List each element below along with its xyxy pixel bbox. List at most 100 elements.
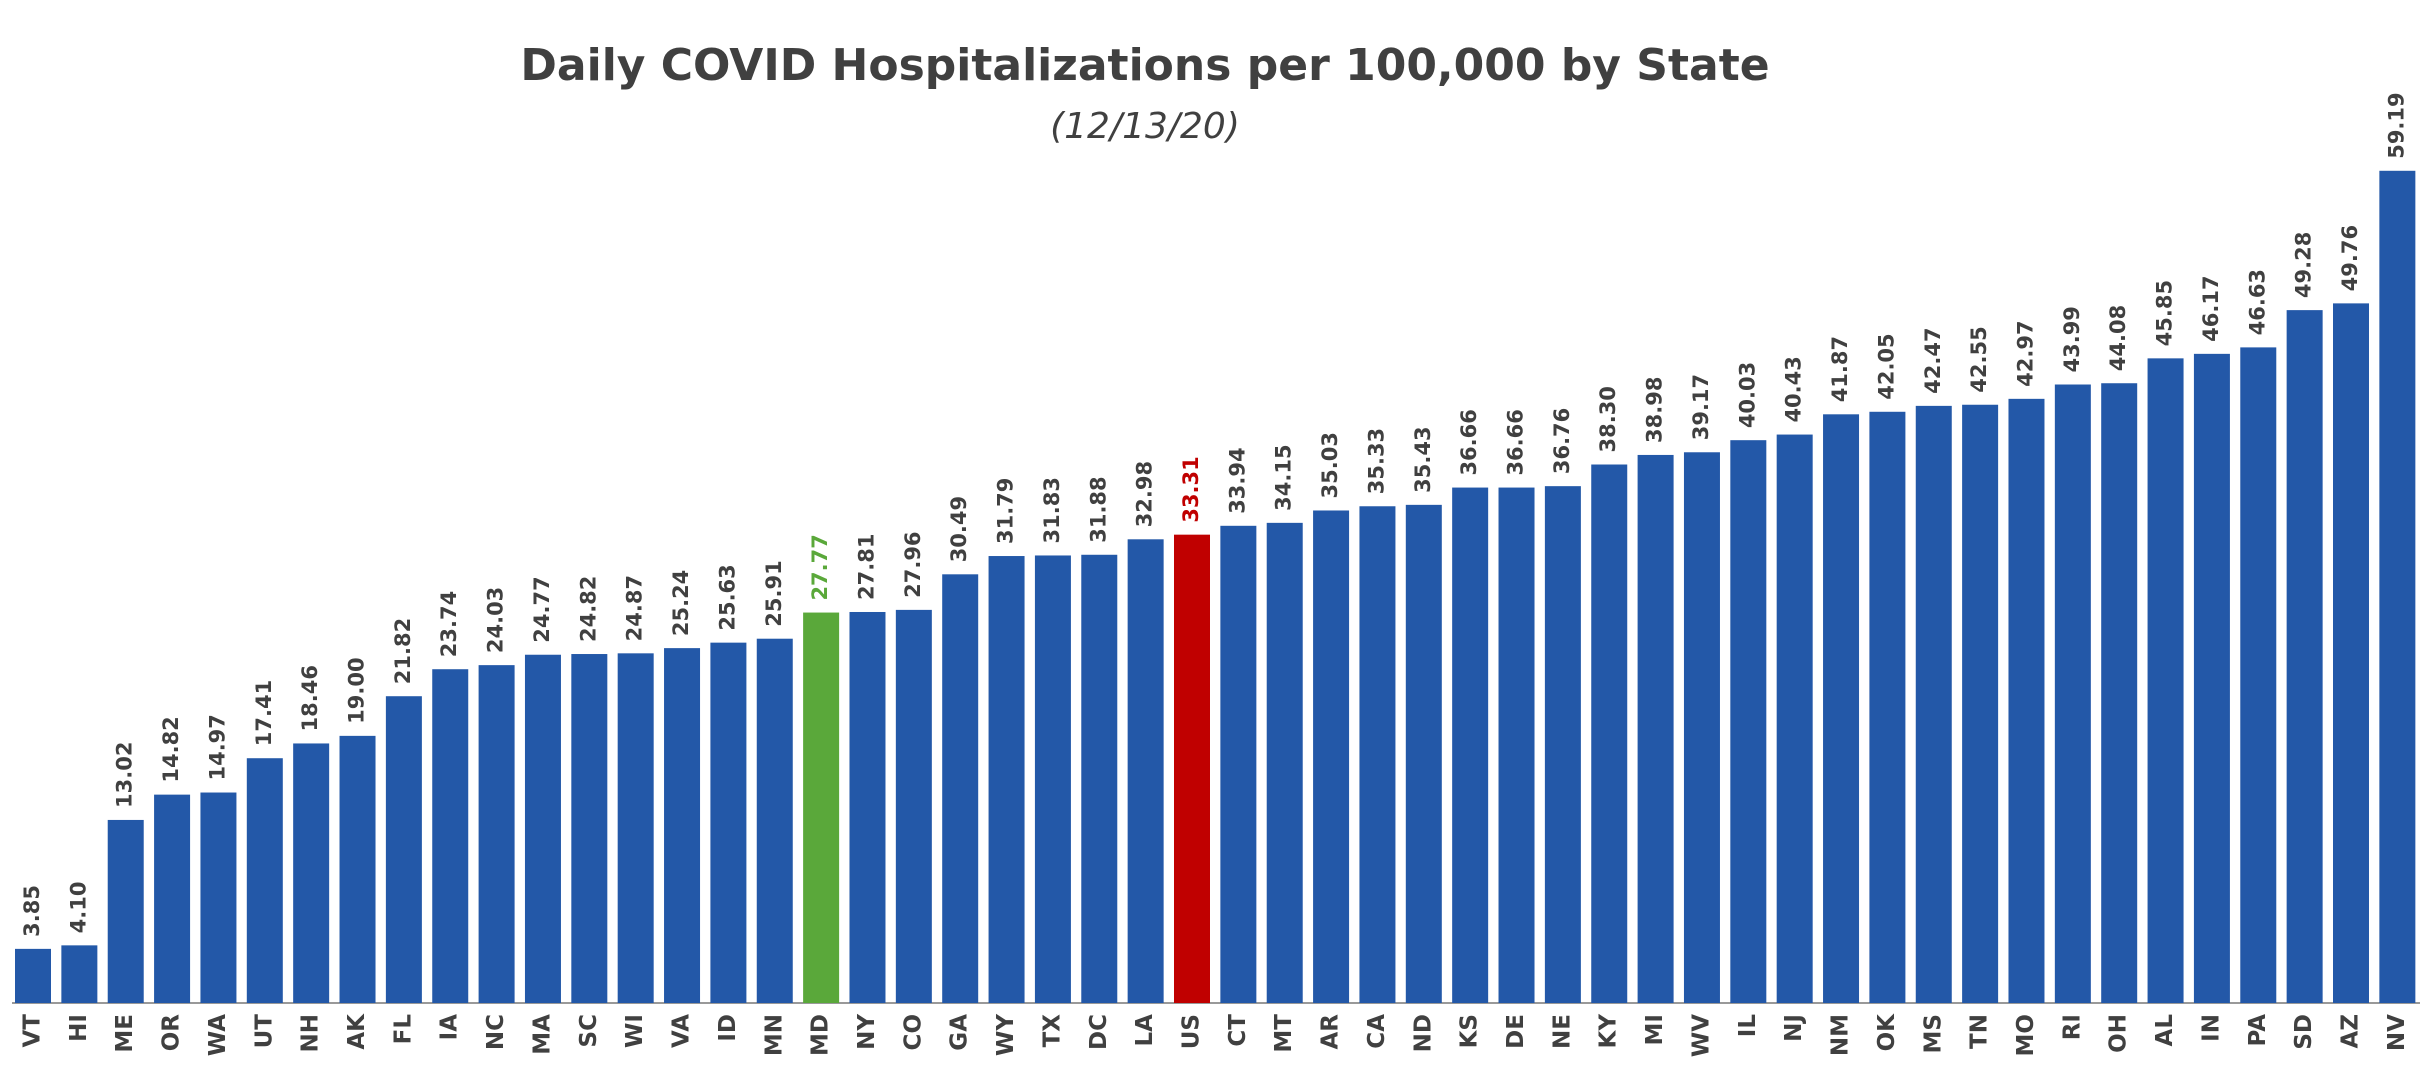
bar [1962, 404, 1999, 1003]
x-tick-label: VT [20, 1014, 46, 1048]
value-label: 3.85 [20, 885, 44, 937]
value-label: 42.97 [2013, 320, 2037, 386]
x-tick-label: ME [112, 1014, 138, 1053]
bar [15, 948, 51, 1003]
value-label: 38.98 [1643, 377, 1667, 443]
bar [246, 758, 283, 1003]
value-label: 44.08 [2106, 305, 2130, 371]
value-label: 24.82 [576, 576, 600, 642]
value-label: 39.17 [1689, 374, 1713, 440]
bar [1730, 440, 1767, 1003]
bar [154, 794, 191, 1003]
bar [200, 792, 237, 1003]
bar [2147, 358, 2184, 1003]
value-label: 45.85 [2153, 280, 2177, 346]
x-tick-label: WA [205, 1014, 231, 1056]
x-tick-label: OR [159, 1014, 185, 1052]
bar [2240, 347, 2277, 1003]
x-tick-label: MD [808, 1014, 834, 1056]
bar [107, 819, 144, 1003]
x-tick-label: OK [1874, 1013, 1900, 1052]
value-label: 41.87 [1828, 336, 1852, 402]
value-label: 40.43 [1782, 356, 1806, 422]
value-label: 38.30 [1596, 386, 1620, 452]
x-tick-label: MS [1920, 1014, 1946, 1053]
bar [571, 654, 608, 1003]
bar [1081, 554, 1118, 1003]
bar [2054, 384, 2091, 1003]
value-label: 27.81 [854, 534, 878, 600]
value-label: 24.77 [530, 576, 554, 642]
bar [2008, 398, 2045, 1003]
value-label: 14.97 [205, 714, 229, 780]
value-label: 36.76 [1550, 408, 1574, 474]
x-tick-label: VA [669, 1014, 695, 1048]
bar [1915, 405, 1952, 1003]
x-tick-label: KS [1457, 1014, 1483, 1048]
value-label: 59.19 [2384, 92, 2408, 158]
bar [1591, 464, 1628, 1003]
value-label: 23.74 [437, 591, 461, 657]
bar [1869, 411, 1906, 1004]
x-tick-label: DC [1086, 1014, 1112, 1050]
x-tick-label: ID [715, 1014, 741, 1042]
x-tick-label: NJ [1781, 1014, 1807, 1042]
x-tick-label: AZ [2338, 1014, 2364, 1048]
value-label: 25.24 [669, 570, 693, 636]
value-label: 42.55 [1967, 326, 1991, 392]
value-label: 31.88 [1086, 476, 1110, 542]
x-tick-label: CT [1225, 1014, 1251, 1047]
value-label: 42.05 [1874, 333, 1898, 399]
value-label: 34.15 [1272, 444, 1296, 510]
value-label: 49.76 [2338, 225, 2362, 291]
value-label: 31.79 [994, 478, 1018, 544]
bar [2379, 170, 2416, 1004]
value-label: 35.33 [1364, 428, 1388, 494]
x-tick-label: WY [993, 1014, 1019, 1056]
x-tick-label: AL [2152, 1014, 2178, 1047]
x-tick-label: SC [576, 1014, 602, 1047]
x-tick-label: MO [2013, 1014, 2039, 1056]
x-tick-label: ND [1410, 1014, 1436, 1052]
value-label: 25.63 [715, 564, 739, 630]
x-tick-label: TX [1039, 1014, 1065, 1048]
value-label: 36.66 [1457, 409, 1481, 475]
x-tick-label: MT [1271, 1014, 1297, 1053]
chart-subtitle: (12/13/20) [1050, 106, 1240, 147]
value-label: 4.10 [66, 882, 90, 934]
x-tick-label: GA [947, 1014, 973, 1051]
x-tick-label: NC [483, 1014, 509, 1050]
x-tick-label: AK [344, 1013, 370, 1050]
x-tick-label: MN [761, 1014, 787, 1056]
bar [2101, 383, 2138, 1003]
value-label: 49.28 [2292, 232, 2316, 298]
bar [803, 612, 840, 1003]
value-label: 27.96 [901, 531, 925, 597]
x-tick-label: NY [854, 1014, 880, 1050]
x-tick-label: UT [251, 1014, 277, 1049]
bar [293, 743, 330, 1003]
x-tick-label: CA [1364, 1014, 1390, 1049]
x-tick-label: WI [622, 1014, 648, 1048]
value-label: 30.49 [947, 496, 971, 562]
bar [895, 609, 932, 1003]
x-tick-label: HI [66, 1014, 92, 1042]
value-label: 27.77 [808, 534, 832, 600]
bar [756, 638, 793, 1003]
bar [664, 648, 701, 1003]
x-tick-label: WV [1688, 1014, 1714, 1057]
x-tick-label: RI [2059, 1014, 2085, 1040]
x-tick-label: TN [1967, 1014, 1993, 1049]
bar [2193, 353, 2230, 1003]
x-tick-label: MI [1642, 1014, 1668, 1045]
bar [1266, 522, 1303, 1003]
bar [1776, 434, 1813, 1003]
value-label: 18.46 [298, 665, 322, 731]
bar [524, 654, 561, 1003]
bar [339, 735, 376, 1003]
value-label: 43.99 [2060, 306, 2084, 372]
x-tick-label: NV [2384, 1014, 2410, 1051]
value-label: 33.94 [1225, 447, 1249, 513]
x-tick-label: NH [298, 1014, 324, 1053]
